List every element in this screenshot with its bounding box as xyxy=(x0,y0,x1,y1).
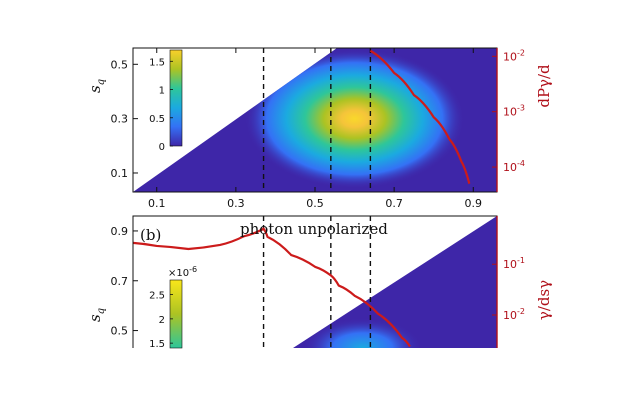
x-tick-label: 0.3 xyxy=(227,197,245,210)
annotation-photon-unpolarized: photon unpolarized xyxy=(240,220,388,238)
colorbar-b-tick-label: 2 xyxy=(159,315,165,326)
heatmap-b-region xyxy=(293,216,497,348)
dashed-lines-b xyxy=(262,216,372,348)
colorbar-a-tick-label: 0.5 xyxy=(149,114,165,125)
colorbar-b-multiplier: ×10-6 xyxy=(168,265,197,279)
y-tick-label: 0.5 xyxy=(111,58,129,71)
panel-b-label: (b) xyxy=(140,226,161,244)
dashed-lines-a xyxy=(262,48,372,192)
red-curve-b xyxy=(133,227,411,348)
x-tick-label: 0.1 xyxy=(148,197,166,210)
colorbar-b: ×10-6 2.5 2 1.5 xyxy=(149,265,197,350)
panel-a: 0.1 0.3 0.5 0.7 0.9 0.1 0.3 0.5 10-2 10-3 10-4 s… xyxy=(86,47,553,210)
y-tick-label: 0.1 xyxy=(111,167,129,180)
y-ticks-b: 0.9 0.7 0.5 xyxy=(111,225,138,338)
x-tick-label: 0.5 xyxy=(306,197,324,210)
right-tick-label: 10-3 xyxy=(503,104,525,119)
x-ticks-a: 0.1 0.3 0.5 0.7 0.9 xyxy=(148,48,482,210)
right-tick-label: 10-4 xyxy=(503,159,525,174)
right-axis-label-b: γ/dsγ xyxy=(535,280,553,320)
colorbar-b-tick-label: 2.5 xyxy=(149,291,165,302)
right-tick-label: 10-1 xyxy=(503,256,525,271)
right-ticks-a: 10-2 10-3 10-4 xyxy=(492,48,525,174)
panel-b: 0.9 0.7 0.5 10-1 10-2 (b) photon unpolarize… xyxy=(86,215,553,350)
right-axis-label-a: dPγ/d xyxy=(535,64,553,108)
right-tick-label: 10-2 xyxy=(503,307,525,322)
y-axis-label-b: sq xyxy=(86,308,107,322)
y-tick-label: 0.3 xyxy=(111,113,129,126)
colorbar-b-tick-label: 1.5 xyxy=(149,339,165,350)
right-tick-label: 10-2 xyxy=(503,48,525,63)
red-curve-a xyxy=(369,49,471,184)
y-axis-label-a: sq xyxy=(86,79,107,93)
colorbar-a: 0 0.5 1 1.5 xyxy=(149,49,183,153)
right-ticks-b: 10-1 10-2 xyxy=(492,256,525,322)
x-tick-label: 0.7 xyxy=(385,197,403,210)
y-ticks-a: 0.1 0.3 0.5 xyxy=(111,58,138,180)
y-tick-label: 0.5 xyxy=(111,325,129,338)
heatmap-a-hotspot xyxy=(244,48,465,189)
colorbar-a-tick-label: 0 xyxy=(159,142,165,153)
colorbar-a-tick-label: 1 xyxy=(159,86,165,97)
colorbar-a-tick-label: 1.5 xyxy=(149,57,165,68)
heatmap-b-hotspot xyxy=(302,318,423,348)
x-tick-label: 0.9 xyxy=(465,197,483,210)
y-tick-label: 0.9 xyxy=(111,225,129,238)
y-tick-label: 0.7 xyxy=(111,275,129,288)
